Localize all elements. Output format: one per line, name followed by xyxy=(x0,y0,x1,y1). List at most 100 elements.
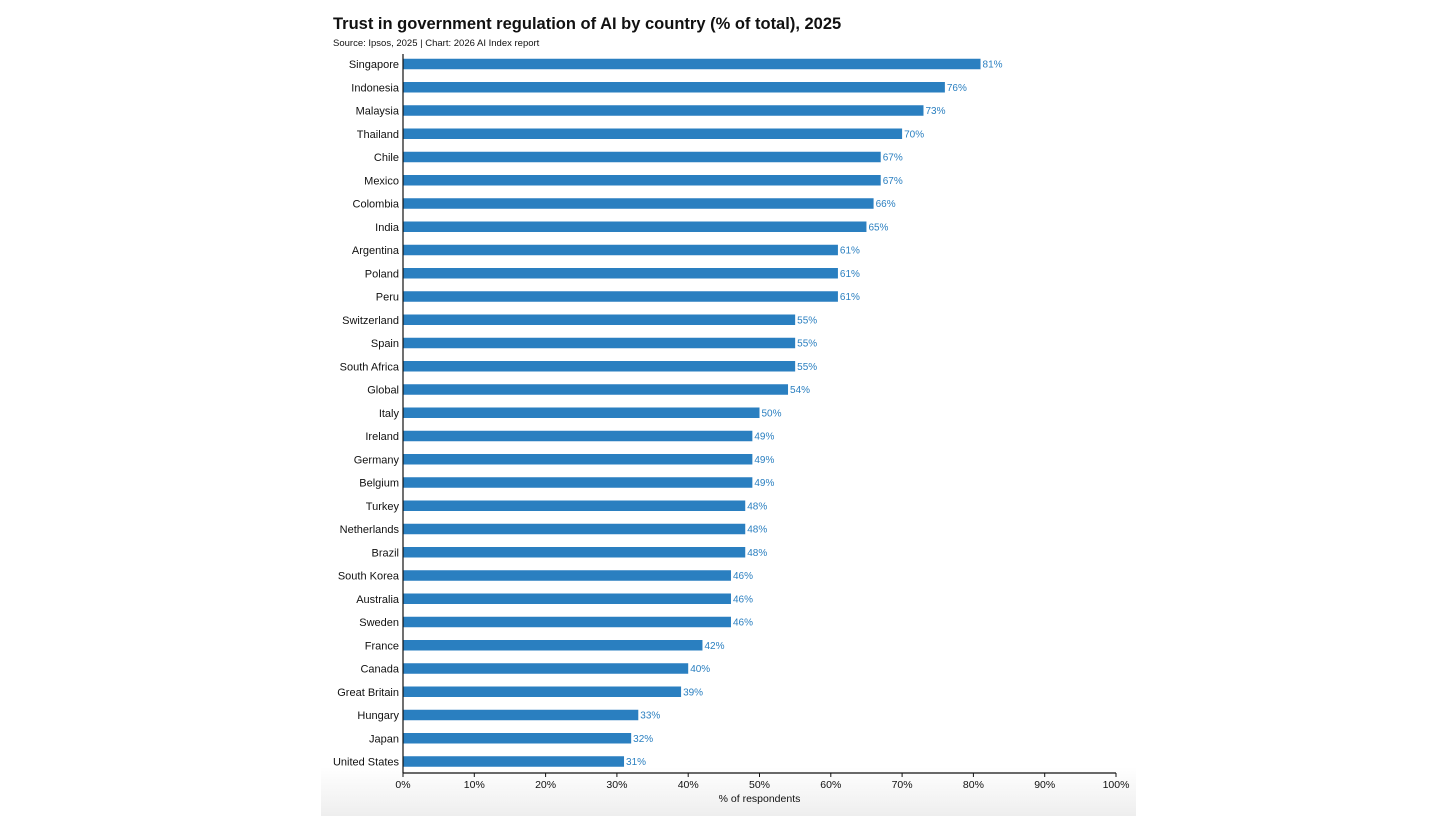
bar xyxy=(403,384,789,395)
category-label: Ireland xyxy=(365,431,399,443)
value-label: 55% xyxy=(797,362,817,373)
category-label: Japan xyxy=(369,733,399,745)
category-label: South Africa xyxy=(340,361,400,373)
value-label: 31% xyxy=(626,757,646,768)
category-label: Australia xyxy=(356,594,400,606)
x-axis-title: % of respondents xyxy=(719,793,801,805)
bar xyxy=(403,616,731,628)
bar xyxy=(403,221,867,232)
category-label: Hungary xyxy=(357,710,399,722)
value-label: 67% xyxy=(883,176,903,187)
value-label: 76% xyxy=(947,83,967,94)
category-label: Great Britain xyxy=(337,687,399,699)
bar xyxy=(403,523,746,535)
x-tick-label: 10% xyxy=(464,779,485,791)
bar xyxy=(403,244,838,256)
x-tick-label: 50% xyxy=(749,779,770,791)
bar xyxy=(403,314,796,325)
category-label: Poland xyxy=(365,268,399,280)
category-label: Italy xyxy=(379,408,400,420)
value-label: 48% xyxy=(747,525,767,536)
value-label: 32% xyxy=(633,734,653,745)
bar xyxy=(403,547,746,558)
value-label: 73% xyxy=(925,106,945,117)
category-label: Global xyxy=(367,385,399,397)
value-label: 48% xyxy=(747,548,767,559)
value-label: 49% xyxy=(754,432,774,443)
chart-title: Trust in government regulation of AI by … xyxy=(333,15,842,33)
category-label: Malaysia xyxy=(356,106,400,118)
value-label: 49% xyxy=(754,478,774,489)
category-label: Canada xyxy=(360,664,399,676)
value-label: 50% xyxy=(762,408,782,419)
bar xyxy=(403,337,796,349)
bar xyxy=(403,709,639,721)
bar xyxy=(403,454,753,465)
bar xyxy=(403,500,746,511)
category-label: Belgium xyxy=(359,478,399,490)
category-label: Mexico xyxy=(364,175,399,187)
x-tick-label: 90% xyxy=(1034,779,1055,791)
value-label: 65% xyxy=(868,222,888,233)
chart-subtitle: Source: Ipsos, 2025 | Chart: 2026 AI Ind… xyxy=(333,38,540,49)
value-label: 42% xyxy=(704,641,724,652)
category-label: Colombia xyxy=(353,199,400,211)
category-label: India xyxy=(375,222,400,234)
bar xyxy=(403,291,838,302)
bar xyxy=(403,570,731,581)
bar xyxy=(403,663,689,674)
bar xyxy=(403,198,874,209)
category-label: Brazil xyxy=(371,547,399,559)
category-label: France xyxy=(365,640,399,652)
category-label: Sweden xyxy=(359,617,399,629)
category-label: Argentina xyxy=(352,245,400,257)
value-label: 39% xyxy=(683,687,703,698)
bar xyxy=(403,58,981,70)
value-label: 61% xyxy=(840,269,860,280)
value-label: 55% xyxy=(797,339,817,350)
x-tick-label: 80% xyxy=(963,779,984,791)
bar xyxy=(403,407,760,418)
value-label: 55% xyxy=(797,315,817,326)
bar xyxy=(403,593,731,604)
value-label: 70% xyxy=(904,129,924,140)
bar xyxy=(403,82,945,93)
bar xyxy=(403,268,838,279)
category-label: Peru xyxy=(376,292,399,304)
category-label: Indonesia xyxy=(351,82,400,94)
value-label: 40% xyxy=(690,664,710,675)
bar xyxy=(403,128,903,139)
category-label: Thailand xyxy=(357,129,399,141)
value-label: 49% xyxy=(754,455,774,466)
value-label: 46% xyxy=(733,618,753,629)
category-label: Germany xyxy=(354,454,400,466)
category-label: South Korea xyxy=(338,571,400,583)
category-label: Switzerland xyxy=(342,315,399,327)
bar xyxy=(403,733,632,744)
bar xyxy=(403,430,753,442)
value-label: 81% xyxy=(983,60,1003,71)
category-label: Chile xyxy=(374,152,399,164)
value-label: 46% xyxy=(733,571,753,582)
value-label: 46% xyxy=(733,594,753,605)
value-label: 61% xyxy=(840,292,860,303)
category-label: Turkey xyxy=(366,501,400,513)
bar xyxy=(403,175,881,186)
value-label: 48% xyxy=(747,501,767,512)
category-label: Spain xyxy=(371,338,399,350)
category-label: United States xyxy=(333,757,400,769)
x-tick-label: 60% xyxy=(820,779,841,791)
bar xyxy=(403,105,924,116)
category-label: Singapore xyxy=(349,59,399,71)
value-label: 54% xyxy=(790,385,810,396)
x-tick-label: 100% xyxy=(1103,779,1130,791)
value-label: 61% xyxy=(840,246,860,257)
bar xyxy=(403,686,682,697)
bar xyxy=(403,756,625,767)
x-tick-label: 40% xyxy=(678,779,699,791)
value-label: 67% xyxy=(883,153,903,164)
bar xyxy=(403,361,796,372)
x-tick-label: 0% xyxy=(395,779,410,791)
